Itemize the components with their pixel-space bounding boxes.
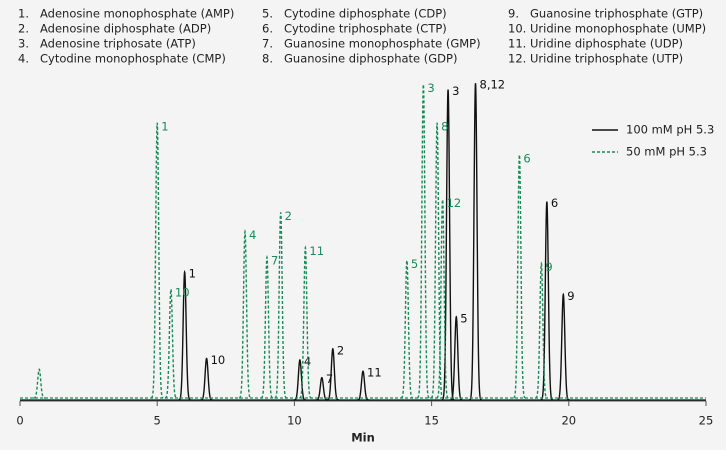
peak [441,89,455,401]
peak [469,83,482,401]
peak [293,359,306,401]
x-tick-label: 15 [424,414,439,428]
key-number: 7. [262,37,273,51]
legend-label: 50 mM pH 5.3 [626,145,707,159]
key-name: Guanosine monophosphate (GMP) [284,37,481,51]
key-number: 4. [18,52,29,66]
peak-label: 7 [271,254,278,268]
peak [238,228,252,399]
peak-label: 2 [285,209,292,223]
key-name: Cytodine diphosphate (CDP) [284,7,447,21]
peak [164,287,178,399]
peak-label: 6 [551,196,558,210]
peak-label: 2 [337,343,344,357]
x-tick-label: 5 [154,414,161,428]
key-number: 12. [508,52,526,66]
peak-label: 6 [523,151,530,165]
peak [540,201,554,401]
peak [513,154,526,399]
key-number: 8. [262,52,273,66]
key-name: Guanosine triphosphate (GTP) [530,7,703,21]
peak [274,212,287,399]
peak [315,376,328,401]
key-number: 11. [508,37,526,51]
x-tick-label: 25 [699,414,714,428]
peak-label: 5 [460,311,467,325]
key-number: 6. [262,22,273,36]
x-tick-label: 10 [287,414,302,428]
key-name: Uridine diphosphate (UDP) [530,37,683,51]
peak [260,254,274,399]
peak [356,370,370,401]
peak [150,122,164,399]
x-tick-label: 0 [16,414,23,428]
peak-label: 11 [309,244,324,258]
peak-label: 3 [427,81,434,95]
key-number: 5. [262,7,273,21]
peak-label: 10 [175,286,190,300]
key-name: Adenosine triphosate (ATP) [40,37,196,51]
key-name: Uridine triphosphate (UTP) [530,52,683,66]
peak-label: 12 [447,196,462,210]
key-number: 2. [18,22,29,36]
peak-label: 8,12 [480,78,506,92]
peak-label: 4 [249,228,256,242]
peak [417,84,430,399]
key-name: Adenosine monophosphate (AMP) [40,7,234,21]
key-name: Uridine monophosphate (UMP) [530,22,706,36]
peak-label: 3 [452,84,459,98]
key-number: 1. [18,7,29,21]
legend-label: 100 mM pH 5.3 [626,123,714,137]
peak-label: 1 [189,267,196,281]
peak [557,292,570,401]
x-tick-label: 20 [561,414,576,428]
peak-label: 11 [367,366,382,380]
key-number: 3. [18,37,29,51]
x-axis-label: Min [351,431,375,445]
peak-label: 7 [326,372,333,386]
key-name: Cytodine monophosphate (CMP) [40,52,226,66]
peak-label: 10 [211,353,226,367]
peak-label: 8 [441,119,448,133]
peak [535,261,548,399]
peak [178,269,191,401]
peak-label: 5 [411,257,418,271]
peak [400,258,414,399]
peak [430,122,444,399]
peak [436,199,449,399]
peak [200,357,213,401]
key-name: Guanosine diphosphate (GDP) [284,52,457,66]
key-number: 9. [508,7,519,21]
peak-label: 1 [161,119,168,133]
peak [33,368,46,399]
peak [299,245,312,399]
peak-label: 9 [567,289,574,303]
key-name: Cytodine triphosphate (CTP) [284,22,447,36]
peak-label: 9 [545,260,552,274]
key-number: 10. [508,22,526,36]
key-name: Adenosine diphosphate (ADP) [40,22,211,36]
